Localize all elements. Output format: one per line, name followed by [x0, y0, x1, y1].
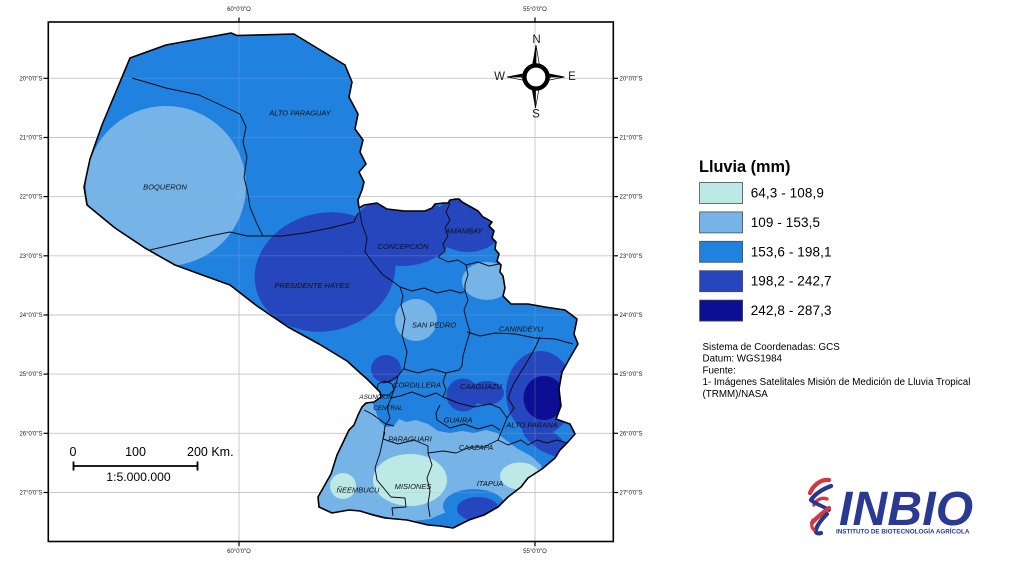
svg-text:PARAGUARI: PARAGUARI [388, 435, 432, 444]
svg-text:MISIONES: MISIONES [395, 482, 432, 491]
svg-text:20°0'0"S: 20°0'0"S [19, 76, 42, 82]
svg-text:27°0'0"S: 27°0'0"S [19, 491, 42, 497]
svg-text:GUAIRA: GUAIRA [444, 416, 473, 425]
svg-text:60°0'0"O: 60°0'0"O [227, 549, 251, 555]
svg-text:25°0'0"S: 25°0'0"S [620, 372, 643, 378]
svg-text:21°0'0"S: 21°0'0"S [620, 136, 643, 142]
svg-text:CANINDEYU: CANINDEYU [499, 325, 544, 334]
svg-text:ITAPUA: ITAPUA [477, 479, 504, 488]
svg-text:26°0'0"S: 26°0'0"S [19, 431, 42, 437]
svg-text:Datum: WGS1984: Datum: WGS1984 [703, 354, 783, 365]
svg-text:153,6 - 198,1: 153,6 - 198,1 [751, 244, 832, 259]
svg-text:BOQUERON: BOQUERON [143, 183, 187, 192]
svg-text:ALTO PARANA: ALTO PARANA [505, 421, 557, 430]
svg-text:AMAMBAY: AMAMBAY [445, 227, 484, 236]
svg-text:27°0'0"S: 27°0'0"S [620, 491, 643, 497]
svg-text:CAAZAPA: CAAZAPA [459, 443, 493, 452]
svg-text:1:5.000.000: 1:5.000.000 [106, 470, 171, 484]
svg-text:60°0'0"O: 60°0'0"O [227, 7, 251, 13]
svg-text:PRESIDENTE HAYES: PRESIDENTE HAYES [275, 281, 350, 290]
svg-text:Lluvia (mm): Lluvia (mm) [699, 158, 790, 176]
svg-text:109 - 153,5: 109 - 153,5 [751, 215, 820, 230]
svg-text:55°0'0"O: 55°0'0"O [523, 7, 547, 13]
svg-text:CENTRAL: CENTRAL [373, 405, 403, 412]
svg-text:55°0'0"O: 55°0'0"O [523, 549, 547, 555]
svg-text:CONCEPCION: CONCEPCION [378, 242, 429, 251]
svg-text:24°0'0"S: 24°0'0"S [620, 313, 643, 319]
svg-text:INSTITUTO DE BIOTECNOLOGÍA AGR: INSTITUTO DE BIOTECNOLOGÍA AGRÍCOLA [836, 527, 970, 536]
svg-text:22°0'0"S: 22°0'0"S [620, 195, 643, 201]
svg-text:23°0'0"S: 23°0'0"S [19, 254, 42, 260]
svg-text:24°0'0"S: 24°0'0"S [19, 313, 42, 319]
svg-text:ÑEEMBUCU: ÑEEMBUCU [337, 486, 381, 495]
svg-text:242,8 - 287,3: 242,8 - 287,3 [751, 303, 832, 318]
svg-text:(TRMM)/NASA: (TRMM)/NASA [703, 389, 769, 400]
svg-text:ASUNCION: ASUNCION [358, 394, 393, 401]
svg-text:100: 100 [125, 445, 146, 459]
svg-text:Fuente:: Fuente: [703, 365, 736, 376]
svg-text:CAAGUAZU: CAAGUAZU [460, 382, 502, 391]
svg-text:64,3 - 108,9: 64,3 - 108,9 [751, 186, 824, 201]
svg-text:S: S [532, 109, 540, 121]
svg-text:N: N [532, 34, 540, 46]
svg-text:23°0'0"S: 23°0'0"S [620, 254, 643, 260]
svg-text:26°0'0"S: 26°0'0"S [620, 431, 643, 437]
svg-text:1- Imágenes Satelitales Misión: 1- Imágenes Satelitales Misión de Medici… [703, 377, 971, 388]
svg-text:INBIO: INBIO [839, 483, 973, 536]
svg-text:21°0'0"S: 21°0'0"S [19, 136, 42, 142]
svg-text:Sistema de Coordenadas: GCS: Sistema de Coordenadas: GCS [703, 342, 841, 353]
svg-text:CORDILLERA: CORDILLERA [393, 381, 441, 390]
svg-text:W: W [494, 71, 505, 83]
svg-text:25°0'0"S: 25°0'0"S [19, 372, 42, 378]
svg-text:0: 0 [70, 445, 77, 459]
svg-text:ALTO PARAGUAY: ALTO PARAGUAY [268, 109, 332, 118]
svg-text:22°0'0"S: 22°0'0"S [19, 195, 42, 201]
svg-text:198,2 - 242,7: 198,2 - 242,7 [751, 274, 832, 289]
svg-text:SAN PEDRO: SAN PEDRO [412, 321, 456, 330]
svg-text:200 Km.: 200 Km. [187, 445, 234, 459]
svg-text:E: E [568, 71, 576, 83]
svg-text:20°0'0"S: 20°0'0"S [620, 76, 643, 82]
